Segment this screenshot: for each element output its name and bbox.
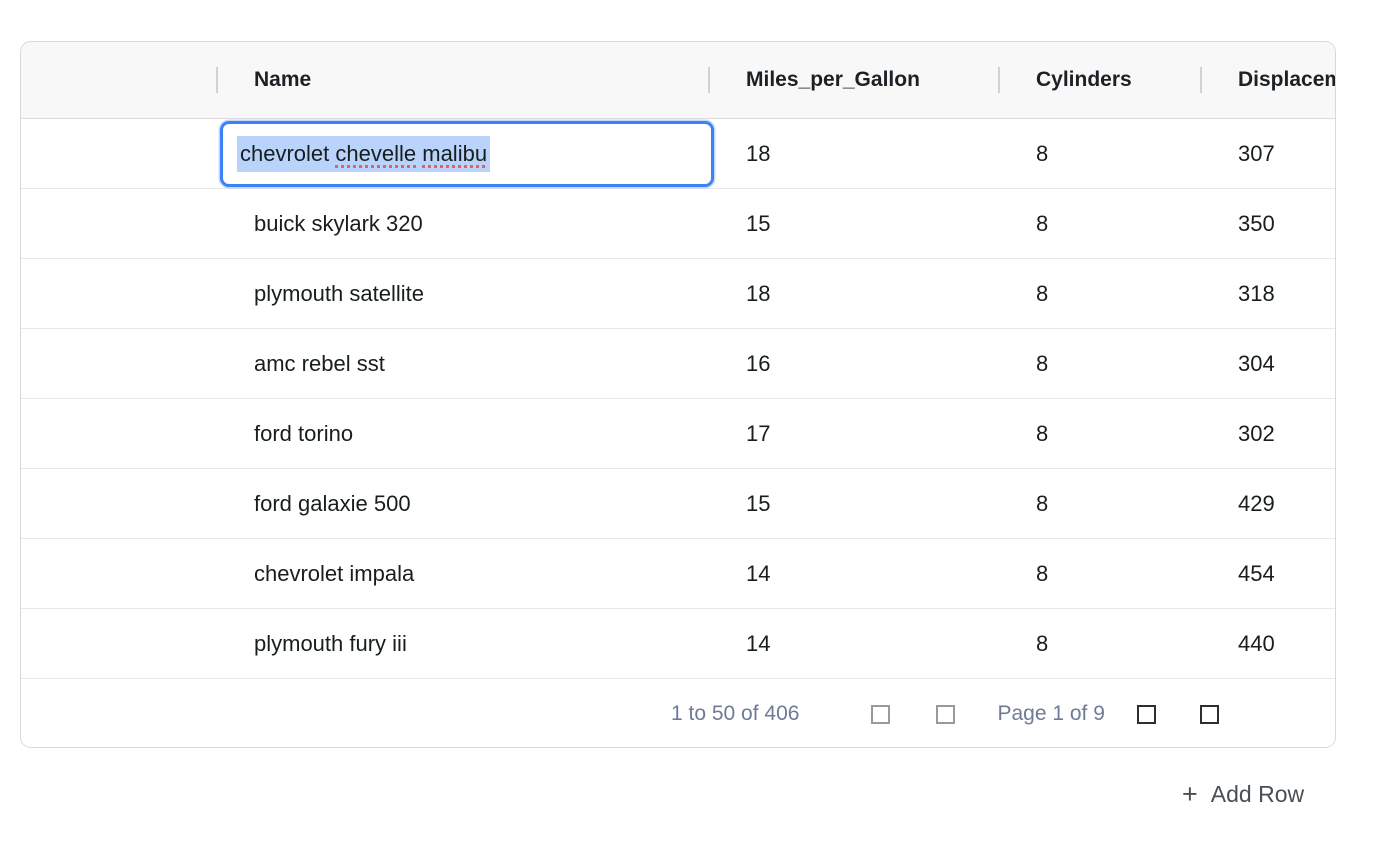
cell-blank[interactable]	[21, 189, 216, 258]
column-header-cylinders[interactable]: Cylinders	[998, 42, 1200, 118]
column-header-name[interactable]: Name	[216, 42, 708, 118]
cell-name[interactable]: chevrolet impala	[254, 560, 415, 586]
cell-editor-input[interactable]: chevrolet chevelle malibu	[220, 121, 714, 187]
cell-displacement[interactable]: 429	[1238, 490, 1275, 516]
cell-blank[interactable]	[21, 329, 216, 398]
last-page-icon[interactable]	[1199, 704, 1219, 724]
cell-displacement[interactable]: 304	[1238, 350, 1275, 376]
column-header-displacement[interactable]: Displacement	[1200, 42, 1335, 118]
row-range-summary: 1 to 50 of 406	[671, 702, 800, 725]
cell-displacement[interactable]: 307	[1238, 140, 1275, 166]
cell-name[interactable]: amc rebel sst	[254, 350, 385, 376]
cell-displacement[interactable]: 302	[1238, 420, 1275, 446]
add-row-label: Add Row	[1210, 781, 1305, 807]
cell-mpg[interactable]: 14	[746, 560, 771, 586]
cell-name[interactable]: ford galaxie 500	[254, 490, 411, 516]
pagination-bar: 1 to 50 of 406 Page 1 of 9	[21, 679, 1335, 747]
cell-cylinders[interactable]: 8	[1036, 140, 1049, 166]
table-row: amc rebel sst 16 8 304	[21, 329, 1335, 399]
cell-mpg[interactable]: 15	[746, 490, 771, 516]
table-row: ford galaxie 500 15 8 429	[21, 469, 1335, 539]
selected-text: chevrolet chevelle malibu	[237, 135, 491, 173]
table-row: ford torino 17 8 302	[21, 399, 1335, 469]
column-header-miles-per-gallon[interactable]: Miles_per_Gallon	[708, 42, 998, 118]
cell-cylinders[interactable]: 8	[1036, 560, 1049, 586]
table-row: 18 8 307 chevrolet chevelle malibu	[21, 119, 1335, 189]
cell-blank[interactable]	[21, 539, 216, 608]
column-header-blank	[21, 42, 216, 118]
cell-cylinders[interactable]: 8	[1036, 490, 1049, 516]
cell-displacement[interactable]: 318	[1238, 280, 1275, 306]
cell-displacement[interactable]: 350	[1238, 210, 1275, 236]
cell-blank[interactable]	[21, 469, 216, 538]
cell-mpg[interactable]: 18	[746, 280, 771, 306]
cell-cylinders[interactable]: 8	[1036, 280, 1049, 306]
cell-blank[interactable]	[21, 119, 216, 188]
first-page-icon[interactable]	[871, 704, 891, 724]
page-status: Page 1 of 9	[997, 702, 1105, 725]
data-grid: Name Miles_per_Gallon Cylinders Displace…	[20, 41, 1336, 748]
cell-name[interactable]: ford torino	[254, 420, 354, 446]
cell-mpg[interactable]: 16	[746, 350, 771, 376]
cell-mpg[interactable]: 15	[746, 210, 771, 236]
cell-mpg[interactable]: 17	[746, 420, 771, 446]
cell-name[interactable]: plymouth fury iii	[254, 630, 407, 656]
cell-cylinders[interactable]: 8	[1036, 210, 1049, 236]
cell-cylinders[interactable]: 8	[1036, 420, 1049, 446]
next-page-icon[interactable]	[1136, 704, 1156, 724]
plus-icon: +	[1182, 779, 1198, 809]
table-row: plymouth satellite 18 8 318	[21, 259, 1335, 329]
table-row: chevrolet impala 14 8 454	[21, 539, 1335, 609]
cell-cylinders[interactable]: 8	[1036, 630, 1049, 656]
grid-header-row: Name Miles_per_Gallon Cylinders Displace…	[21, 42, 1335, 119]
cell-mpg[interactable]: 18	[746, 140, 771, 166]
cell-name[interactable]: plymouth satellite	[254, 280, 424, 306]
cell-displacement[interactable]: 454	[1238, 560, 1275, 586]
cell-name[interactable]: buick skylark 320	[254, 210, 423, 236]
table-row: buick skylark 320 15 8 350	[21, 189, 1335, 259]
cell-cylinders[interactable]: 8	[1036, 350, 1049, 376]
cell-blank[interactable]	[21, 399, 216, 468]
add-row-button[interactable]: + Add Row	[1182, 781, 1304, 808]
table-row: plymouth fury iii 14 8 440	[21, 609, 1335, 679]
cell-displacement[interactable]: 440	[1238, 630, 1275, 656]
cell-blank[interactable]	[21, 259, 216, 328]
cell-mpg[interactable]: 14	[746, 630, 771, 656]
previous-page-icon[interactable]	[936, 704, 956, 724]
cell-blank[interactable]	[21, 609, 216, 678]
